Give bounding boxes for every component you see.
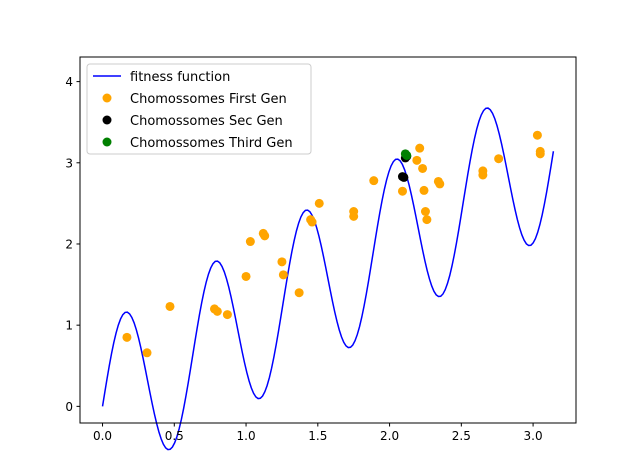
- x-tick-label: 0.5: [165, 429, 184, 443]
- legend-marker-swatch: [102, 137, 112, 147]
- data-point: [122, 332, 132, 342]
- data-point: [435, 179, 445, 189]
- x-tick-label: 1.0: [237, 429, 256, 443]
- y-tick-label: 1: [65, 319, 73, 333]
- y-tick-label: 3: [65, 156, 73, 170]
- legend-label: fitness function: [130, 70, 230, 85]
- y-tick-label: 4: [65, 75, 73, 89]
- data-point: [399, 172, 409, 182]
- series-1-points: [122, 130, 545, 358]
- data-point: [532, 130, 542, 140]
- data-point: [397, 186, 407, 196]
- data-point: [241, 271, 251, 281]
- axes-frame: [79, 56, 577, 424]
- data-point: [419, 185, 429, 195]
- data-point: [535, 146, 545, 156]
- x-tick-label: 3.0: [524, 429, 543, 443]
- line-layer: [101, 107, 555, 451]
- data-point: [277, 257, 287, 267]
- series-3-points: [400, 149, 412, 160]
- y-axis: 0 1 2 3 4: [65, 75, 80, 414]
- data-point: [349, 211, 359, 221]
- data-point: [420, 207, 430, 216]
- data-point: [415, 143, 425, 153]
- data-point: [478, 170, 488, 180]
- data-point: [165, 301, 175, 311]
- data-point: [142, 348, 152, 358]
- data-point: [278, 270, 288, 280]
- y-tick-label: 2: [65, 237, 73, 251]
- y-tick-label: 0: [65, 400, 73, 414]
- data-point: [402, 150, 412, 160]
- x-tick-label: 2.5: [452, 429, 471, 443]
- legend-marker-swatch: [102, 115, 112, 125]
- legend-marker-swatch: [102, 93, 112, 103]
- data-point: [422, 215, 432, 225]
- legend-label: Chomossomes First Gen: [130, 92, 287, 107]
- data-point: [494, 154, 504, 164]
- data-point: [307, 217, 317, 227]
- data-point: [369, 176, 379, 186]
- legend-box: [86, 63, 312, 155]
- x-axis: 0.0 0.5 1.0 1.5 2.0 2.5 3.0: [93, 423, 543, 443]
- fitness-function-line: [101, 107, 555, 451]
- data-point: [418, 163, 428, 173]
- x-tick-label: 1.5: [308, 429, 327, 443]
- x-tick-label: 2.0: [380, 429, 399, 443]
- data-point: [412, 155, 422, 165]
- data-point: [222, 310, 232, 320]
- data-point: [260, 231, 270, 241]
- x-tick-label: 0.0: [93, 429, 112, 443]
- data-point: [245, 237, 255, 247]
- data-point: [212, 306, 222, 316]
- data-point: [314, 198, 324, 208]
- legend: fitness function Chomossomes First Gen Cho…: [86, 63, 312, 155]
- legend-label: Chomossomes Third Gen: [130, 136, 293, 151]
- points-layer: [122, 130, 545, 358]
- legend-label: Chomossomes Sec Gen: [130, 114, 283, 129]
- data-point: [294, 288, 304, 298]
